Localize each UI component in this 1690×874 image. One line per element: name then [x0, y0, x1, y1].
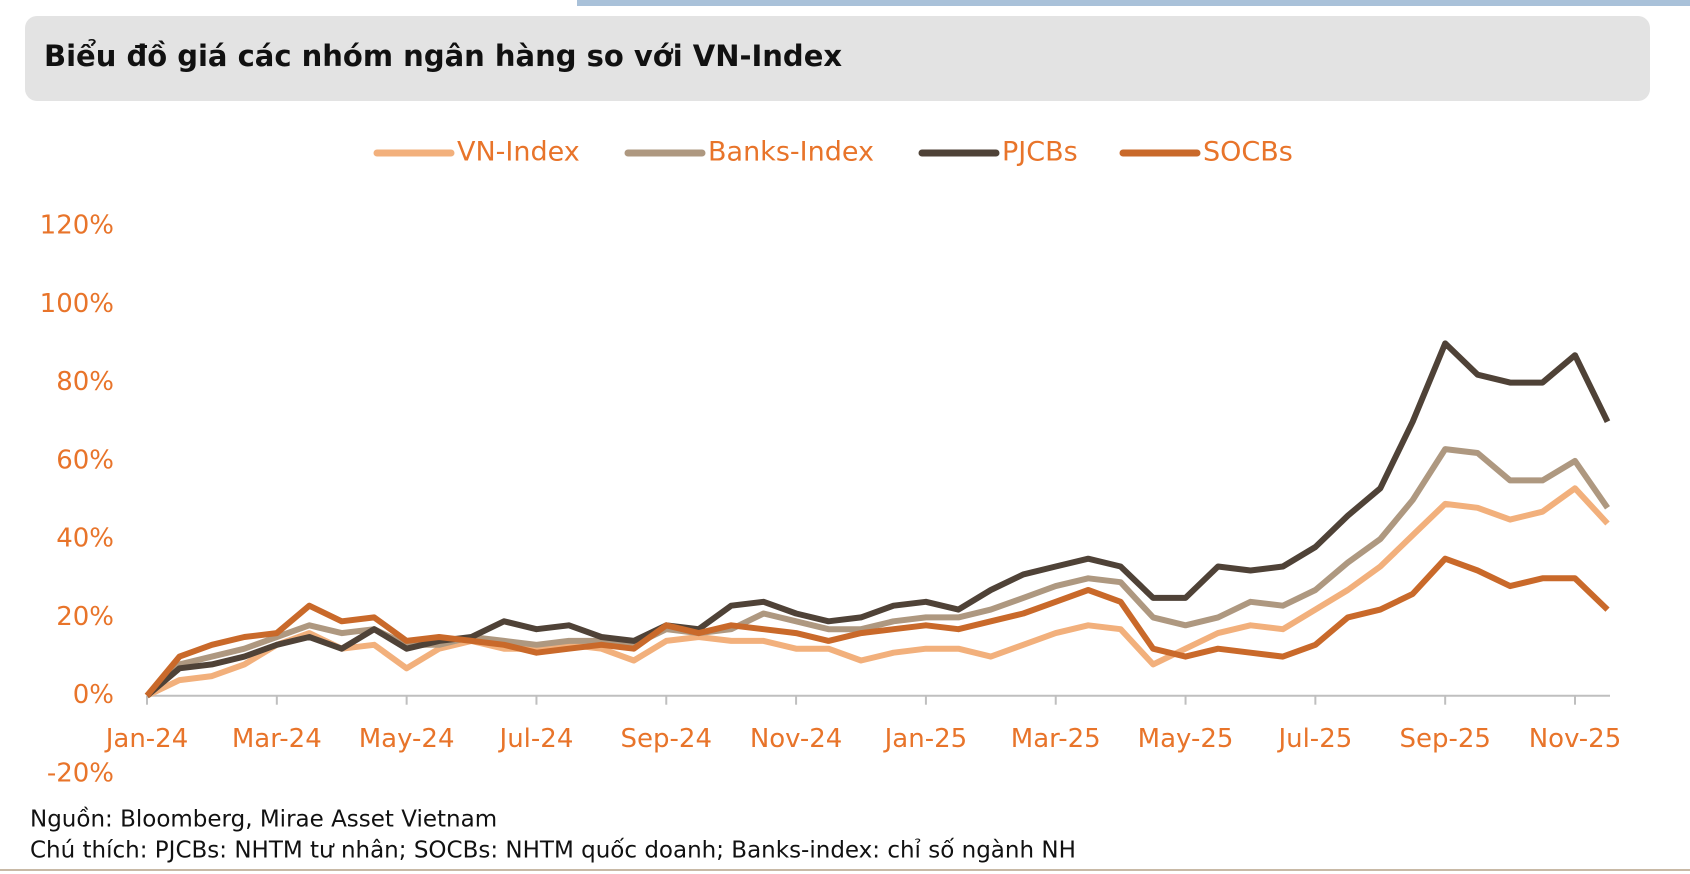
source-note: Nguồn: Bloomberg, Mirae Asset Vietnam — [30, 807, 497, 833]
x-tick-label: Jan-25 — [883, 724, 968, 754]
x-tick-label: Sep-25 — [1399, 724, 1490, 754]
series-line — [144, 555, 1610, 698]
y-tick-label: 120% — [40, 211, 114, 241]
x-tick-label: Nov-25 — [1529, 724, 1622, 754]
legend-label: VN-Index — [457, 137, 580, 168]
chart-title: Biểu đồ giá các nhóm ngân hàng so với VN… — [44, 39, 842, 73]
legend-label: Banks-Index — [708, 137, 874, 168]
x-tick-label: Mar-24 — [232, 724, 322, 754]
x-tick-label: Mar-25 — [1011, 724, 1101, 754]
y-tick-label: 0% — [73, 680, 114, 710]
series-line — [145, 485, 1610, 699]
x-tick-label: Sep-24 — [621, 724, 712, 754]
y-tick-label: -20% — [47, 759, 114, 789]
footnote: Chú thích: PJCBs: NHTM tư nhân; SOCBs: N… — [30, 838, 1076, 864]
x-tick-label: Nov-24 — [750, 724, 843, 754]
x-tick-label: Jul-25 — [1276, 724, 1352, 754]
y-tick-label: 40% — [56, 524, 114, 554]
y-tick-label: 60% — [56, 445, 114, 475]
legend-label: SOCBs — [1203, 137, 1293, 168]
y-tick-label: 100% — [40, 289, 114, 319]
series-line — [145, 340, 1611, 698]
top-bar — [577, 0, 1690, 6]
y-tick-label: 20% — [56, 602, 114, 632]
x-tick-label: May-24 — [359, 724, 455, 754]
x-tick-label: Jan-24 — [104, 724, 189, 754]
x-tick-label: May-25 — [1138, 724, 1234, 754]
x-tick-label: Jul-24 — [498, 724, 574, 754]
legend-label: PJCBs — [1002, 137, 1078, 168]
y-tick-label: 80% — [56, 367, 114, 397]
title-box — [25, 16, 1650, 101]
